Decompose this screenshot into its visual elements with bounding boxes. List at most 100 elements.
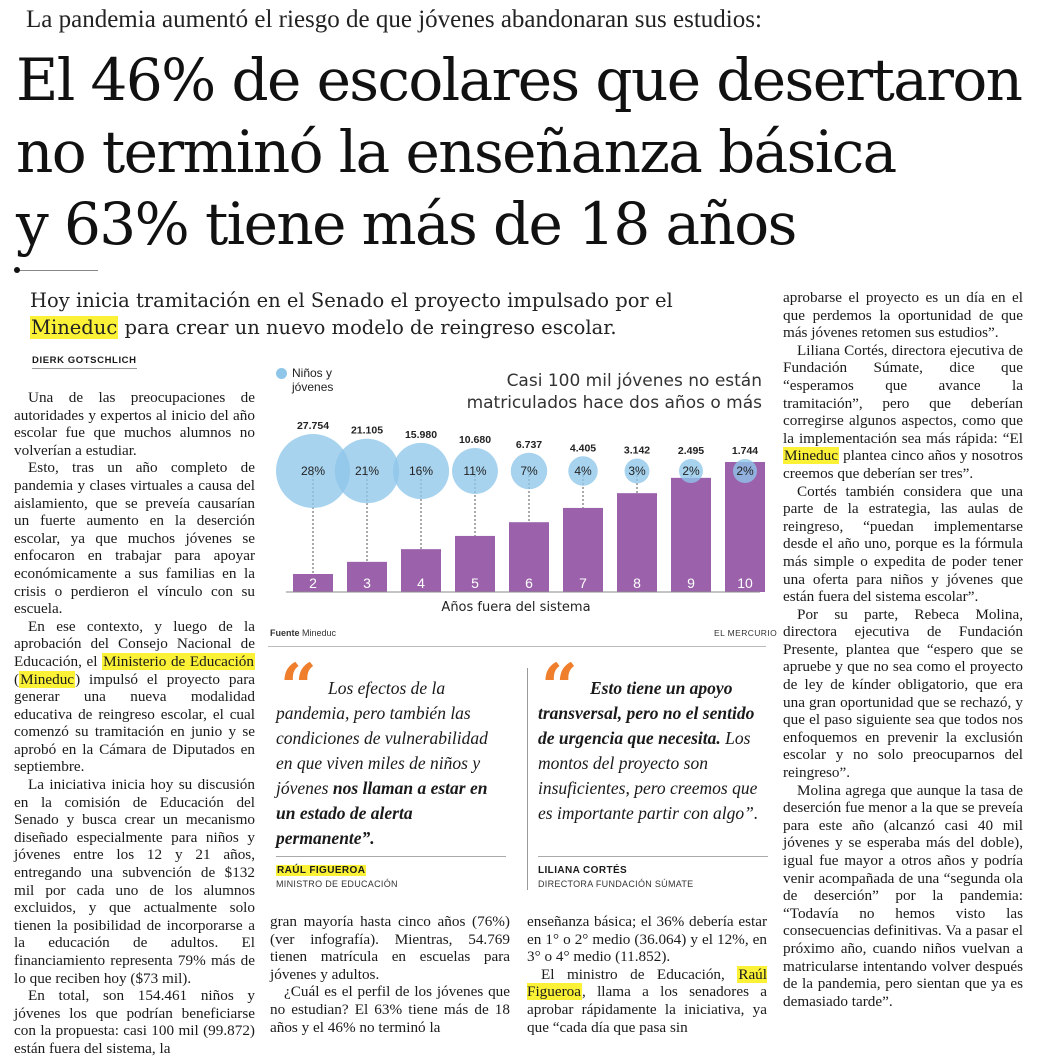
infographic-chart: Niños y jóvenes Casi 100 mil jóvenes no … bbox=[268, 360, 768, 615]
col4-paragraph-3: Cortés también considera que una parte d… bbox=[783, 482, 1023, 606]
col4-p2-start: Liliana Cortés, directora ejecutiva de F… bbox=[783, 341, 1023, 447]
bar bbox=[617, 493, 657, 592]
bubble bbox=[510, 452, 548, 490]
quote-separator bbox=[527, 668, 528, 890]
bubble-percent: 21% bbox=[355, 464, 379, 478]
col4-p2-highlight: Mineduc bbox=[783, 447, 839, 465]
bubble-count: 2.495 bbox=[678, 445, 704, 457]
bubble bbox=[452, 448, 498, 494]
bar-label: 10 bbox=[737, 575, 753, 591]
kicker: La pandemia aumentó el riesgo de que jóv… bbox=[26, 6, 762, 33]
bar-label: 7 bbox=[579, 575, 587, 591]
col3-p2-start: El ministro de Educación, bbox=[541, 965, 738, 983]
bubble bbox=[392, 442, 450, 500]
bubble-percent: 11% bbox=[463, 464, 486, 478]
col1-p3-highlight-ministerio: Ministerio de Educación bbox=[102, 652, 255, 670]
quote-1-name-text: RAÚL FIGUEROA bbox=[276, 865, 367, 876]
col1-paragraph-5: En total, son 154.461 niños y jóvenes lo… bbox=[14, 987, 255, 1057]
bubble-count: 4.405 bbox=[570, 442, 596, 454]
bubble-count: 10.680 bbox=[459, 434, 491, 446]
headline: El 46% de escolares que desertaron no te… bbox=[16, 44, 1036, 260]
col3-paragraph-1: enseñanza básica; el 36% debería estar e… bbox=[527, 913, 767, 966]
chart-bottom-rule bbox=[268, 646, 766, 647]
headline-line-2: no terminó la enseñanza básica bbox=[16, 118, 897, 186]
column-2-bottom: gran mayoría hasta cinco años (76%) (ver… bbox=[270, 913, 510, 1036]
bar-label: 8 bbox=[633, 575, 641, 591]
col4-paragraph-5: Molina agrega que aunque la tasa de dese… bbox=[783, 781, 1023, 1010]
bar bbox=[563, 507, 603, 592]
col1-paragraph-4: La iniciativa inicia hoy su discusión en… bbox=[14, 776, 255, 987]
bubble-percent: 4% bbox=[574, 464, 592, 478]
bubble bbox=[334, 438, 400, 504]
legend-label: Niños y jóvenes bbox=[292, 366, 334, 394]
legend-dot-icon bbox=[276, 368, 287, 380]
deck: Hoy inicia tramitación en el Senado el p… bbox=[30, 287, 740, 341]
bubble-percent: 28% bbox=[301, 464, 325, 478]
quote-2-text: Esto tiene un apoyo transversal, pero no… bbox=[538, 676, 770, 826]
bar-label: 5 bbox=[471, 575, 479, 591]
bar bbox=[725, 462, 765, 592]
quote-mark-icon-2: “ bbox=[541, 650, 578, 725]
bar bbox=[293, 574, 333, 592]
bar bbox=[347, 561, 387, 592]
bar bbox=[401, 549, 441, 592]
bubble bbox=[733, 459, 757, 483]
bubble-percent: 16% bbox=[409, 464, 433, 478]
bubble bbox=[568, 456, 598, 486]
source-label: Fuente bbox=[270, 628, 300, 638]
chart-legend: Niños y jóvenes bbox=[276, 366, 352, 394]
bubble-count: 3.142 bbox=[624, 445, 650, 457]
bubble-count: 15.980 bbox=[405, 429, 437, 441]
chart-credit: EL MERCURIO bbox=[714, 628, 778, 638]
col3-paragraph-2: El ministro de Educación, Raúl Figueroa,… bbox=[527, 965, 767, 1036]
source-value: Mineduc bbox=[302, 628, 337, 638]
bubble-percent: 7% bbox=[520, 464, 538, 478]
bar-label: 4 bbox=[417, 575, 425, 591]
col3-p2-end: , llama a los senadores a aprobar rápida… bbox=[527, 983, 767, 1036]
bar-label: 6 bbox=[525, 575, 533, 591]
bubble-percent: 2% bbox=[736, 464, 754, 478]
bar-label: 9 bbox=[687, 575, 695, 591]
bubble-count: 1.744 bbox=[732, 445, 758, 457]
divider bbox=[14, 267, 98, 273]
bubble bbox=[679, 459, 703, 483]
deck-line-2: para crear un nuevo modelo de reingreso … bbox=[118, 316, 617, 339]
deck-highlight: Mineduc bbox=[30, 316, 119, 339]
col4-paragraph-4: Por su parte, Rebeca Molina, directora e… bbox=[783, 605, 1023, 782]
chart-title: Casi 100 mil jóvenes no están matriculad… bbox=[466, 371, 762, 413]
byline: DIERK GOTSCHLICH bbox=[32, 355, 137, 369]
bar bbox=[671, 477, 711, 592]
x-axis-label: Años fuera del sistema bbox=[441, 600, 590, 615]
quote-2-bold: Esto tiene un apoyo transversal, pero no… bbox=[538, 678, 755, 748]
bar-label: 2 bbox=[309, 575, 317, 591]
bubble-count: 27.754 bbox=[297, 420, 329, 432]
col4-paragraph-2: Liliana Cortés, directora ejecutiva de F… bbox=[783, 342, 1023, 483]
column-3-bottom: enseñanza básica; el 36% debería estar e… bbox=[527, 913, 767, 1036]
quote-2-role: DIRECTORA FUNDACIÓN SÚMATE bbox=[538, 879, 694, 889]
quote-2-name: LILIANA CORTÉS bbox=[538, 865, 628, 876]
column-1: Una de las preocupaciones de autoridades… bbox=[14, 389, 255, 1058]
bubble bbox=[276, 434, 350, 508]
col2-paragraph-2: ¿Cuál es el perfil de los jóvenes que no… bbox=[270, 983, 510, 1036]
col1-p3-highlight-mineduc: Mineduc bbox=[19, 670, 76, 688]
col4-paragraph-1: aprobarse el proyecto es un día en el qu… bbox=[783, 289, 1023, 342]
bar bbox=[455, 535, 495, 592]
quote-mark-icon: “ bbox=[280, 650, 317, 725]
headline-line-3: y 63% tiene más de 18 años bbox=[16, 190, 797, 258]
bubble-percent: 3% bbox=[628, 464, 646, 478]
bubble-count: 21.105 bbox=[351, 425, 383, 437]
quote-1-bold: nos llaman a estar en un estado de alert… bbox=[276, 778, 488, 848]
deck-line-1: Hoy inicia tramitación en el Senado el p… bbox=[30, 289, 673, 312]
col1-paragraph-2: Esto, tras un año completo de pandemia y… bbox=[14, 459, 255, 618]
bubble bbox=[624, 458, 650, 484]
col1-paragraph-1: Una de las preocupaciones de autoridades… bbox=[14, 389, 255, 459]
bubble-percent: 2% bbox=[682, 464, 700, 478]
col1-p3-end: ) impulsó el proyecto para generar una n… bbox=[14, 670, 255, 776]
quote-2-rule bbox=[538, 856, 768, 857]
quote-1-name: RAÚL FIGUEROA bbox=[276, 865, 367, 876]
col1-p3-mid: ( bbox=[14, 670, 20, 688]
chart-svg: 2 28% 27.754 3 21% 21.105 4 16% 15.980 5 11% 10.680… bbox=[276, 420, 765, 615]
column-4: aprobarse el proyecto es un día en el qu… bbox=[783, 289, 1023, 1010]
bubble-count: 6.737 bbox=[516, 439, 542, 451]
col1-p3-start: En ese contexto, y luego de la aprobació… bbox=[14, 617, 255, 670]
